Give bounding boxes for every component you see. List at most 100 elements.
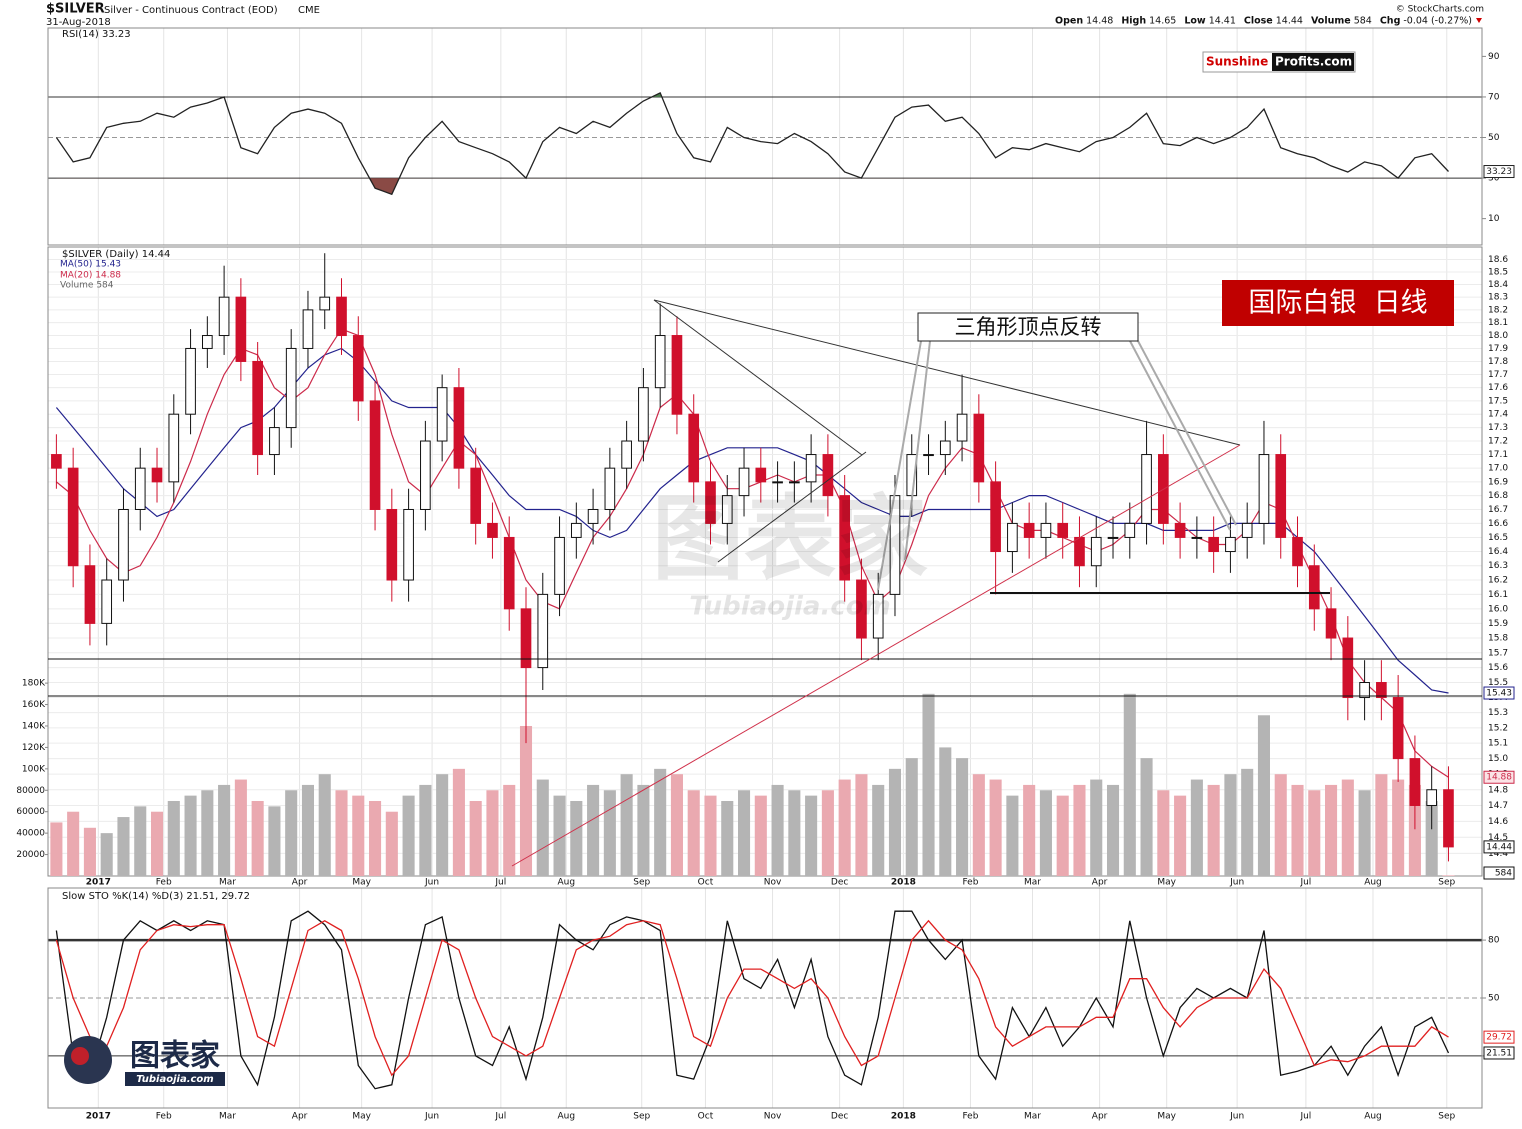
x-tick-label: Sep — [633, 1112, 650, 1122]
candle-body — [1007, 522, 1018, 553]
callout-line — [1129, 340, 1237, 531]
volume-bar — [352, 795, 365, 876]
volume-bar — [167, 800, 180, 876]
x-tick-label: Oct — [698, 1112, 714, 1122]
candle-body — [1376, 682, 1387, 699]
value-label: 15.43 — [1486, 689, 1512, 699]
candle-body — [1409, 758, 1421, 806]
x-tick-label: Dec — [831, 1112, 848, 1122]
candle-body — [487, 522, 498, 538]
quote-value: 14.44 — [1276, 16, 1303, 27]
candle-body — [839, 495, 850, 581]
candle-body — [1191, 536, 1203, 539]
candle-body — [923, 454, 934, 457]
candle-body — [420, 440, 431, 510]
change-arrow — [1476, 18, 1482, 23]
y-tick-label: 16.7 — [1488, 505, 1508, 515]
volume-bar — [637, 784, 650, 876]
volume-bar — [402, 795, 415, 876]
candle-body — [1292, 536, 1303, 567]
rsi-title: RSI(14) 33.23 — [62, 29, 131, 40]
y-tick-label: 18.4 — [1488, 280, 1508, 290]
annotation-box — [917, 312, 1139, 342]
volume-bar — [150, 811, 164, 876]
x-tick-label: Aug — [557, 878, 575, 888]
candle-body — [1057, 522, 1069, 538]
x-tick-label: Nov — [764, 878, 782, 888]
y-tick-label: 16.4 — [1488, 547, 1508, 557]
y-tick-label: 17.4 — [1488, 410, 1508, 420]
volume-bar — [855, 774, 868, 876]
volume-tick-label: 160K — [22, 700, 46, 710]
volume-tick-label: 20000 — [16, 850, 45, 860]
y-tick-label: 14.5 — [1488, 833, 1508, 843]
volume-bar — [805, 795, 818, 876]
volume-bar — [318, 774, 331, 876]
candle-body — [856, 579, 867, 639]
volume-bar — [369, 800, 382, 876]
candle-body — [151, 467, 163, 483]
candle-body — [1342, 637, 1354, 699]
trendline — [653, 299, 1241, 446]
volume-bar — [1140, 758, 1153, 876]
x-tick-label: Aug — [557, 1112, 575, 1122]
value-label: 584 — [1495, 869, 1512, 879]
candle-body — [520, 608, 532, 669]
marks — [50, 92, 1455, 1090]
volume-tick-label: 120K — [22, 743, 46, 753]
x-tick-label: 2017 — [86, 1112, 111, 1122]
y-tick-label: 17.5 — [1488, 396, 1508, 406]
candle-body — [822, 454, 834, 497]
x-tick-label: 2018 — [891, 878, 916, 888]
quote-value: 14.48 — [1086, 16, 1113, 27]
y-tick-label: 18.6 — [1488, 255, 1508, 265]
x-tick-label: May — [352, 878, 371, 888]
candle-body — [252, 360, 263, 456]
candle-body — [185, 347, 196, 415]
volume-bar — [838, 779, 851, 876]
candle-body — [218, 296, 230, 337]
candle-body — [755, 467, 767, 483]
volume-bar — [1190, 779, 1203, 876]
volume-bar — [922, 693, 935, 876]
volume-bar — [100, 833, 113, 876]
candle-body — [168, 413, 180, 483]
quote-label: Chg — [1380, 16, 1401, 27]
rsi-panel — [47, 27, 1483, 246]
candle-body — [570, 522, 582, 538]
quote-label: High — [1121, 16, 1146, 27]
value-label: 33.23 — [1486, 167, 1512, 177]
volume-bar — [1325, 784, 1338, 876]
x-tick-label: Mar — [1024, 878, 1041, 888]
candle-body — [369, 400, 381, 510]
y-tick-label: 16.8 — [1488, 491, 1508, 501]
quote-value: 14.65 — [1149, 16, 1176, 27]
value-box — [1483, 686, 1515, 700]
x-tick-label: Apr — [292, 1112, 308, 1122]
y-tick-label: 15.0 — [1488, 754, 1508, 764]
y-tick-label: 15.7 — [1488, 648, 1508, 658]
candle-body — [604, 467, 616, 510]
ma50-legend: MA(50) 15.43 — [60, 260, 121, 270]
volume-bar — [486, 790, 499, 876]
y-tick-label: 50 — [1488, 133, 1500, 143]
y-tick-label: 15.5 — [1488, 678, 1508, 688]
candle-body — [1023, 522, 1035, 538]
candle-body — [671, 335, 683, 415]
volume-tick-label: 80000 — [16, 786, 45, 796]
candle-body — [939, 440, 951, 456]
y-tick-label: 14.4 — [1488, 849, 1508, 859]
x-tick-label: Jul — [494, 878, 506, 888]
volume-bar — [201, 790, 214, 876]
line — [55, 910, 1450, 1090]
volume-bar — [989, 779, 1002, 876]
volume-bar — [1291, 784, 1304, 876]
candle-body — [453, 387, 465, 469]
candle-body — [235, 296, 247, 362]
candle-body — [118, 508, 129, 581]
volume-bar — [587, 784, 600, 876]
y-tick-label: 14.8 — [1488, 785, 1508, 795]
volume-legend: Volume 584 — [60, 281, 114, 291]
y-tick-label: 50 — [1488, 994, 1500, 1004]
candle-body — [789, 481, 800, 484]
